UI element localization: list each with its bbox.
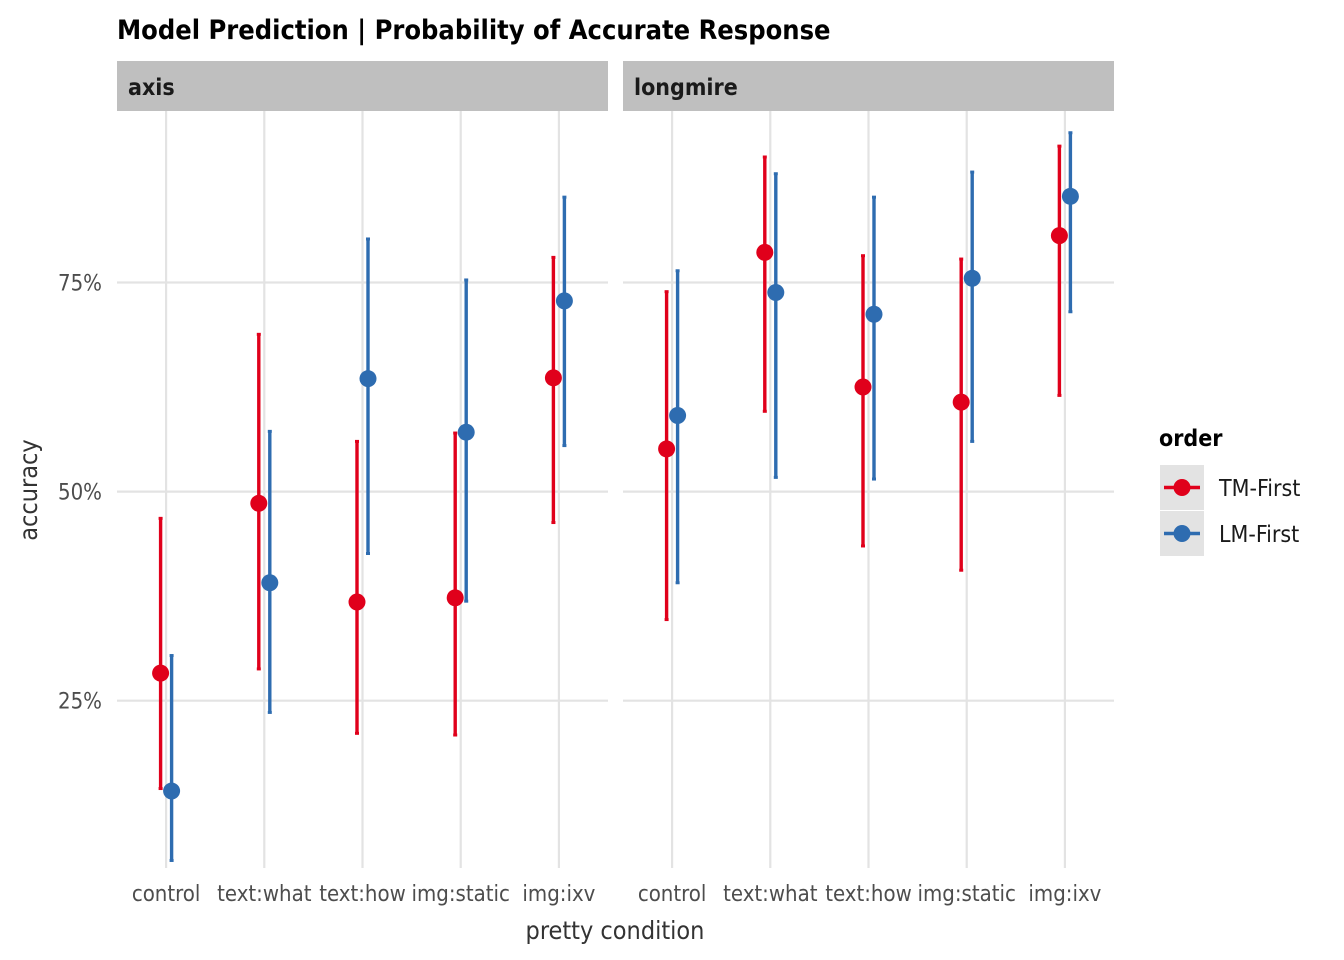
- chart-title: Model Prediction | Probability of Accura…: [117, 15, 831, 46]
- facet-strip: [117, 61, 608, 111]
- x-tick-label: img:ixv: [1028, 882, 1101, 907]
- facet-strip: [623, 61, 1114, 111]
- series-LM-First: [669, 131, 1079, 585]
- data-point: [163, 782, 181, 800]
- x-axis: control text:what text:how img:static img:ix…: [132, 882, 1102, 907]
- y-tick-label: 75%: [58, 271, 102, 296]
- data-point: [669, 406, 687, 424]
- facet-longmire: longmire: [623, 61, 1114, 868]
- data-point: [865, 305, 883, 323]
- legend-key-point: [1173, 525, 1191, 542]
- x-tick-label: control: [132, 882, 201, 907]
- series-LM-First: [163, 195, 573, 862]
- y-tick-label: 50%: [58, 481, 102, 506]
- facet-panels: axis longmire: [117, 61, 1114, 868]
- legend: order TM-First LM-First: [1159, 426, 1300, 556]
- legend-key-point: [1173, 479, 1191, 496]
- x-tick-label: control: [638, 882, 707, 907]
- x-tick-label: img:static: [412, 882, 510, 907]
- data-point: [756, 243, 774, 261]
- data-point: [555, 292, 573, 310]
- data-point: [1061, 187, 1079, 205]
- data-point: [952, 393, 970, 411]
- data-point: [767, 284, 785, 302]
- data-point: [152, 664, 170, 682]
- data-point: [457, 423, 475, 441]
- x-tick-label: img:static: [918, 882, 1016, 907]
- x-tick-label: text:what: [723, 882, 818, 907]
- legend-title: order: [1159, 426, 1223, 452]
- x-axis-title: pretty condition: [526, 916, 705, 945]
- x-tick-label: text:what: [217, 882, 312, 907]
- legend-label: TM-First: [1218, 476, 1300, 502]
- x-tick-label: img:ixv: [522, 882, 595, 907]
- data-point: [446, 589, 464, 607]
- data-point: [854, 378, 872, 396]
- data-point: [963, 269, 981, 287]
- series-TM-First: [658, 144, 1068, 622]
- legend-entry-TM-First: TM-First: [1160, 465, 1300, 510]
- y-tick-label: 25%: [58, 690, 102, 715]
- data-point: [250, 494, 268, 512]
- legend-entry-LM-First: LM-First: [1160, 511, 1299, 556]
- legend-label: LM-First: [1219, 522, 1299, 548]
- data-point: [544, 369, 562, 387]
- data-point: [658, 440, 676, 458]
- data-point: [359, 370, 377, 388]
- data-point: [261, 574, 279, 592]
- data-point: [1050, 227, 1068, 245]
- series-TM-First: [152, 255, 562, 791]
- x-tick-label: text:how: [319, 882, 406, 907]
- facet-strip-label: axis: [128, 75, 175, 101]
- facet-strip-label: longmire: [634, 75, 738, 101]
- facet-axis: axis: [117, 61, 608, 868]
- x-tick-label: text:how: [825, 882, 912, 907]
- data-point: [348, 593, 366, 611]
- y-axis: 25% 50% 75%: [58, 271, 102, 714]
- y-axis-title: accuracy: [14, 439, 43, 540]
